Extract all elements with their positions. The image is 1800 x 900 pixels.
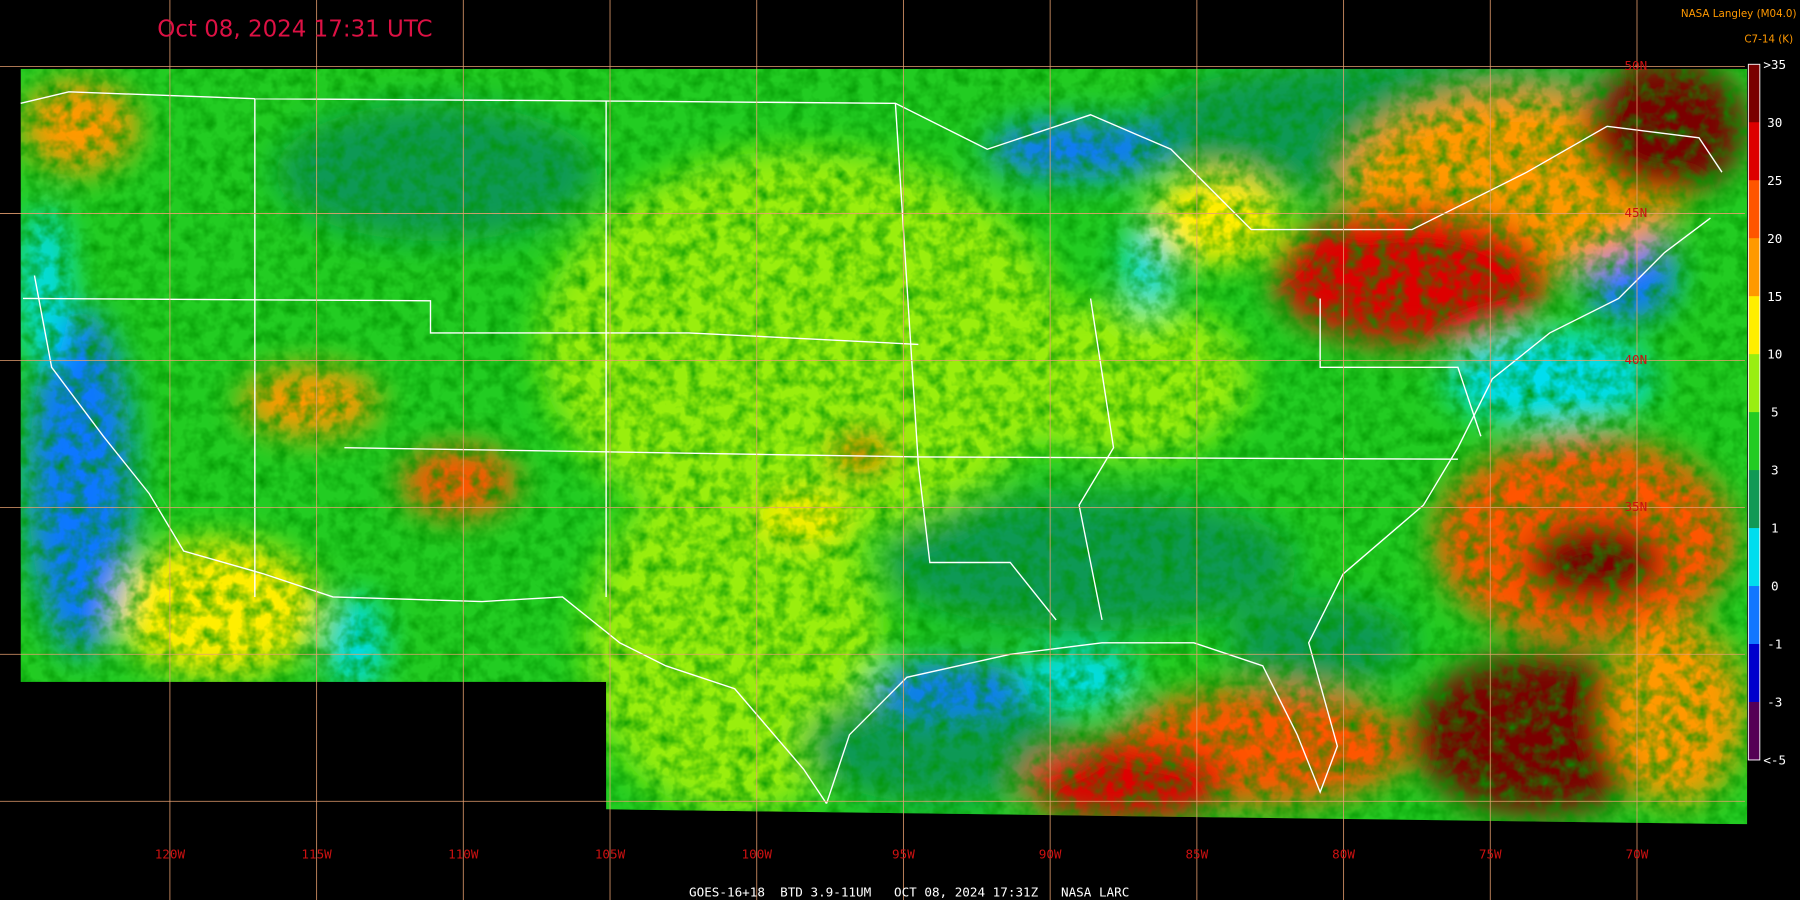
product-label: C7-14 (K) bbox=[1744, 33, 1793, 45]
colorbar-segment bbox=[1748, 238, 1760, 297]
colorbar-label: 10 bbox=[1767, 347, 1782, 362]
colorbar-label: 20 bbox=[1767, 231, 1782, 246]
colorbar-label: 3 bbox=[1771, 463, 1779, 478]
longitude-label: 100W bbox=[742, 847, 773, 862]
longitude-label: 80W bbox=[1332, 847, 1355, 862]
graticule bbox=[0, 0, 1745, 900]
colorbar-segment bbox=[1748, 122, 1760, 181]
colorbar-segment bbox=[1748, 644, 1760, 703]
colorbar-label: 0 bbox=[1771, 579, 1779, 594]
colorbar-segment bbox=[1748, 528, 1760, 587]
longitude-label: 70W bbox=[1626, 847, 1649, 862]
colorbar-label: >35 bbox=[1763, 57, 1786, 72]
longitude-label: 115W bbox=[301, 847, 332, 862]
longitude-label: 105W bbox=[595, 847, 626, 862]
source-label: NASA Langley (M04.0) bbox=[1681, 8, 1797, 20]
colorbar-segment bbox=[1748, 586, 1760, 645]
colorbar-segment bbox=[1748, 354, 1760, 413]
colorbar-label: -3 bbox=[1767, 695, 1782, 710]
colorbar-label: 25 bbox=[1767, 173, 1782, 188]
timestamp-title: Oct 08, 2024 17:31 UTC bbox=[157, 17, 432, 43]
colorbar-segment bbox=[1748, 412, 1760, 471]
colorbar-label: <-5 bbox=[1763, 753, 1786, 768]
latitude-label: 50N bbox=[1624, 58, 1647, 73]
longitude-label: 85W bbox=[1185, 847, 1208, 862]
colorbar-segment bbox=[1748, 64, 1760, 123]
colorbar-label: 15 bbox=[1767, 289, 1782, 304]
colorbar-segment bbox=[1748, 180, 1760, 239]
colorbar-segment bbox=[1748, 296, 1760, 355]
longitude-label: 95W bbox=[892, 847, 915, 862]
colorbar-frame bbox=[1747, 63, 1761, 761]
colorbar-label: -1 bbox=[1767, 637, 1782, 652]
colorbar-segment bbox=[1748, 701, 1760, 761]
colorbar-label: 1 bbox=[1771, 521, 1779, 536]
labels: 120W 115W 110W 105W 100W 95W 90W 85W 80W 75W 70W50… bbox=[155, 57, 1786, 862]
colorbar-segment bbox=[1748, 470, 1760, 529]
longitude-label: 75W bbox=[1479, 847, 1502, 862]
longitude-label: 110W bbox=[448, 847, 479, 862]
footer-caption: GOES-16+18 BTD 3.9-11UM OCT 08, 2024 17:… bbox=[689, 885, 1129, 900]
latitude-label: 45N bbox=[1624, 205, 1647, 220]
longitude-label: 90W bbox=[1039, 847, 1062, 862]
colorbar-label: 5 bbox=[1771, 405, 1779, 420]
latitude-label: 40N bbox=[1624, 352, 1647, 367]
longitude-label: 120W bbox=[155, 847, 186, 862]
colorbar-label: 30 bbox=[1767, 115, 1782, 130]
latitude-label: 35N bbox=[1624, 499, 1647, 514]
